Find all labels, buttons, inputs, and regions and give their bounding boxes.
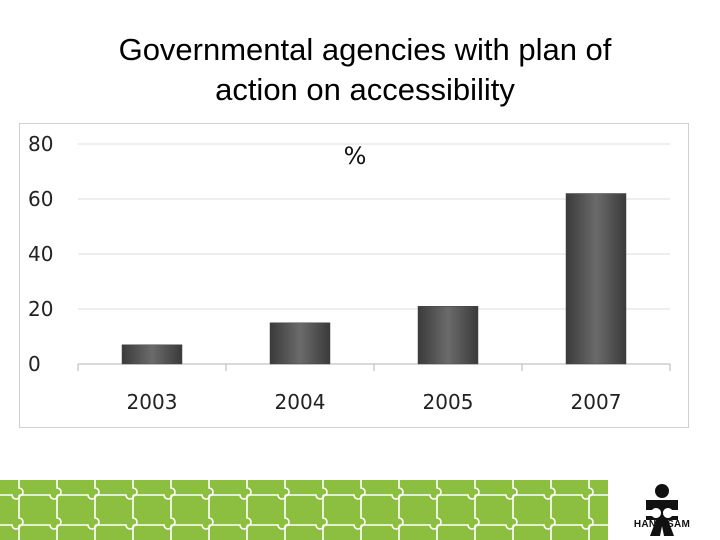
slide-title: Governmental agencies with plan of actio… — [0, 30, 720, 110]
slide-title-line1: Governmental agencies with plan of — [118, 32, 612, 67]
x-tick-label: 2007 — [571, 390, 622, 414]
puzzle-pattern — [0, 480, 608, 540]
chart-title: % — [344, 142, 367, 170]
y-tick-label: 80 — [28, 132, 53, 156]
x-tick-label: 2004 — [275, 390, 326, 414]
brand-name: HANDISAM — [633, 519, 691, 530]
x-tick-label: 2003 — [127, 390, 178, 414]
puzzle-figure-icon — [646, 484, 678, 536]
puzzle-footer-band — [0, 480, 608, 540]
y-tick-label: 60 — [28, 187, 53, 211]
x-tick-label: 2005 — [423, 390, 474, 414]
bar-2003 — [121, 344, 183, 365]
chart-frame: 0 20 40 60 80 2003 2004 2005 2007% — [19, 123, 689, 428]
y-tick-label: 0 — [28, 352, 41, 376]
bar-2004 — [269, 322, 331, 365]
bar-chart: 0 20 40 60 80 2003 2004 2005 2007% — [28, 132, 671, 414]
y-tick-label: 40 — [28, 242, 53, 266]
y-tick-label: 20 — [28, 297, 53, 321]
slide-title-line2: action on accessibility — [215, 72, 515, 107]
bar-2007 — [565, 193, 627, 365]
bar-2005 — [417, 306, 479, 365]
